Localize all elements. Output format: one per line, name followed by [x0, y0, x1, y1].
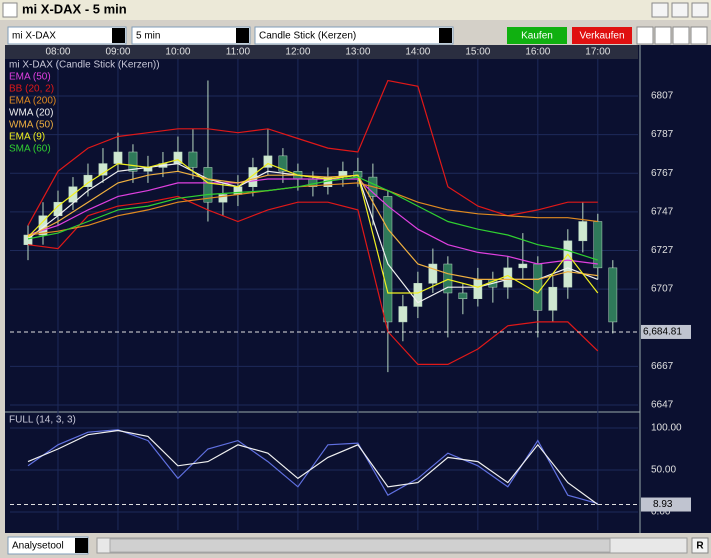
candle-body	[428, 263, 438, 284]
candle-body	[593, 221, 603, 269]
close-button[interactable]	[691, 2, 709, 18]
reset-label: R	[696, 541, 704, 552]
analysis-text: Analysetool	[12, 541, 64, 552]
indicator-line	[27, 178, 598, 265]
dropdown-arrow[interactable]	[439, 28, 452, 43]
app-icon	[2, 2, 18, 18]
dropdown-arrow[interactable]	[236, 28, 249, 43]
candle-body	[203, 167, 213, 203]
y-tick-label: 6807	[651, 91, 674, 102]
dropdown-arrow[interactable]	[75, 538, 88, 553]
legend-entry: WMA (20)	[9, 108, 53, 119]
indicator-line	[27, 159, 599, 294]
candle-body	[518, 263, 528, 269]
candle-body	[278, 155, 288, 172]
candle-body	[113, 151, 123, 164]
y-tick-label: 6767	[651, 168, 674, 179]
tool-button[interactable]	[690, 26, 708, 45]
candle-body	[188, 151, 198, 168]
candle-body	[128, 151, 138, 172]
scroll-thumb[interactable]	[109, 538, 611, 553]
indicator-line	[27, 170, 598, 280]
interval-select[interactable]	[131, 26, 251, 45]
candle-body	[578, 221, 588, 242]
indicator-line	[27, 195, 599, 365]
maximize-button[interactable]	[671, 2, 689, 18]
legend-entry: EMA (200)	[9, 96, 56, 107]
indicator-line	[27, 176, 598, 261]
time-label: 12:00	[285, 47, 310, 58]
indicator-line	[27, 79, 598, 226]
buy-button[interactable]	[507, 27, 567, 44]
legend-entry: SMA (60)	[9, 144, 51, 155]
legend-entry: BB (20, 2)	[9, 84, 54, 95]
y-tick-label: 0.00	[651, 507, 671, 518]
time-label: 16:00	[525, 47, 550, 58]
time-label: 13:00	[345, 47, 370, 58]
y-tick-label: 50.00	[651, 465, 676, 476]
interval-text: 5 min	[136, 31, 160, 42]
instrument-select[interactable]	[7, 26, 127, 45]
tool-button[interactable]	[672, 26, 690, 45]
y-tick-label: 6647	[651, 400, 674, 411]
style-select[interactable]	[254, 26, 454, 45]
time-label: 10:00	[165, 47, 190, 58]
indicator-line	[27, 182, 598, 236]
window-title: mi X-DAX - 5 min	[22, 1, 127, 16]
reset-button[interactable]	[691, 537, 709, 554]
candle-body	[413, 283, 423, 307]
oscillator-line	[27, 429, 599, 505]
candle-body	[218, 194, 228, 203]
style-text: Candle Stick (Kerzen)	[259, 31, 356, 42]
legend-entry: EMA (9)	[9, 132, 45, 143]
chart-title: mi X-DAX (Candle Stick (Kerzen))	[9, 60, 160, 71]
tool-button[interactable]	[636, 26, 654, 45]
last-value-box	[641, 497, 691, 512]
candle-body	[533, 263, 543, 311]
plot-layer: 08:00 09:00 10:00 11:00 12:00 13:00 14:00 15:00…	[9, 47, 691, 530]
dropdown-arrow[interactable]	[112, 28, 125, 43]
time-label: 14:00	[405, 47, 430, 58]
panel-title: FULL (14, 3, 3)	[9, 415, 76, 426]
last-price-box	[641, 324, 691, 339]
legend-entry: WMA (50)	[9, 120, 53, 131]
sell-button[interactable]	[572, 27, 632, 44]
tool-button[interactable]	[654, 26, 672, 45]
candle-body	[383, 196, 393, 323]
buy-label: Kaufen	[521, 31, 553, 42]
last-price-label: 6,684.81	[643, 327, 682, 338]
candle-body	[98, 163, 108, 176]
candle-body	[608, 267, 618, 323]
legend-entry: EMA (50)	[9, 72, 51, 83]
time-label: 15:00	[465, 47, 490, 58]
y-tick-label: 6707	[651, 284, 674, 295]
last-value-label: 8.93	[653, 499, 673, 510]
candle-body	[398, 306, 408, 323]
minimize-button[interactable]	[651, 2, 669, 18]
candle-body	[563, 240, 573, 288]
time-label: 08:00	[45, 47, 70, 58]
candle-body	[23, 234, 33, 245]
candle-body	[263, 155, 273, 168]
time-label: 09:00	[105, 47, 130, 58]
sell-label: Verkaufen	[579, 31, 624, 42]
candle-body	[443, 263, 453, 294]
y-tick-label: 6747	[651, 206, 674, 217]
y-tick-label: 6727	[651, 245, 674, 256]
y-tick-label: 6787	[651, 129, 674, 140]
time-strip	[5, 45, 638, 59]
time-label: 11:00	[226, 47, 251, 58]
candle-body	[473, 279, 483, 300]
time-label: 17:00	[585, 47, 610, 58]
y-tick-label: 100.00	[651, 423, 682, 434]
title-bar	[0, 0, 711, 20]
candle-body	[548, 286, 558, 311]
y-tick-label: 6667	[651, 361, 674, 372]
candle-body	[233, 186, 243, 195]
instrument-text: mi X-DAX	[12, 31, 56, 42]
candle-body	[458, 292, 468, 300]
